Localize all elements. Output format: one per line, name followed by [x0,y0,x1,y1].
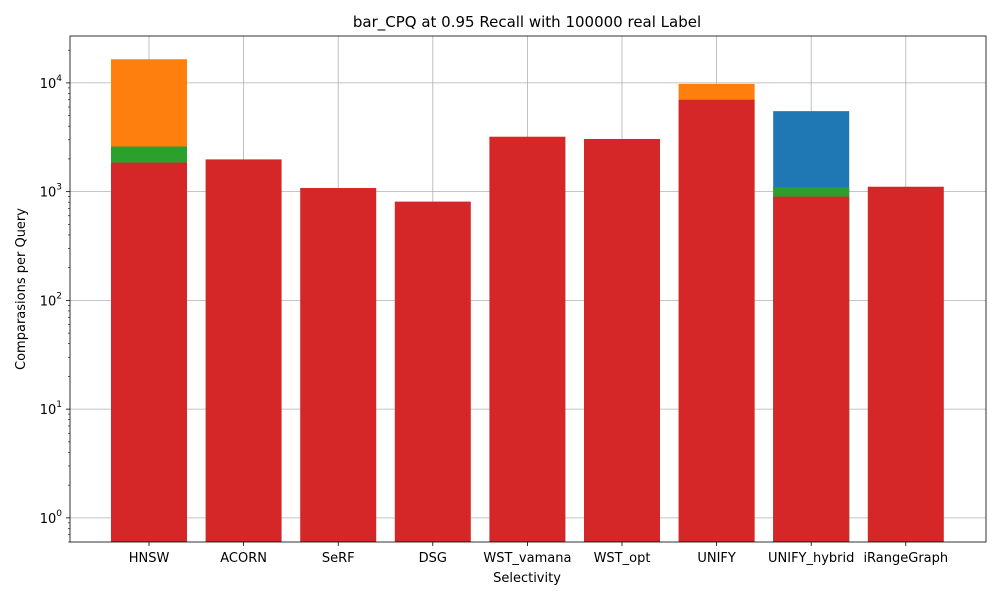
axes [66,35,987,546]
y-tick-label: 100 [40,509,63,527]
bar-irangegraph-series-4 [867,186,944,543]
y-tick-label: 101 [40,400,62,418]
chart-title: bar_CPQ at 0.95 Recall with 100000 real … [353,13,701,32]
tick-labels: 100 101 102 103 104 HNSW ACORN SeRF DSG WST_vaman… [40,74,948,566]
bar-dsg-series-4 [394,201,471,542]
y-tick-label: 103 [40,183,62,201]
x-tick-label: WST_opt [594,551,651,566]
x-tick-label: UNIFY_hybrid [768,551,854,566]
x-axis-label: Selectivity [493,571,561,586]
x-tick-label: iRangeGraph [863,551,948,566]
y-tick-label: 104 [40,74,63,92]
x-tick-label: SeRF [322,551,355,566]
bar-unify_hybrid-series-4 [773,196,850,542]
bar-wst_vamana-series-4 [489,136,566,542]
bars [111,59,944,543]
bar-unify-series-4 [678,99,755,542]
x-tick-label: ACORN [220,551,267,566]
x-tick-label: DSG [419,551,447,566]
bar-serf-series-4 [300,188,377,543]
y-tick-label: 102 [40,291,62,309]
bar-hnsw-series-4 [111,162,187,542]
x-tick-label: UNIFY [697,551,736,566]
y-axis-label: Comparasions per Query [14,208,29,370]
plot-frame [69,35,987,543]
x-tick-label: HNSW [129,551,170,566]
x-tick-label: WST_vamana [483,551,571,566]
bar-wst_opt-series-4 [584,138,660,542]
bar-acorn-series-4 [205,159,282,543]
